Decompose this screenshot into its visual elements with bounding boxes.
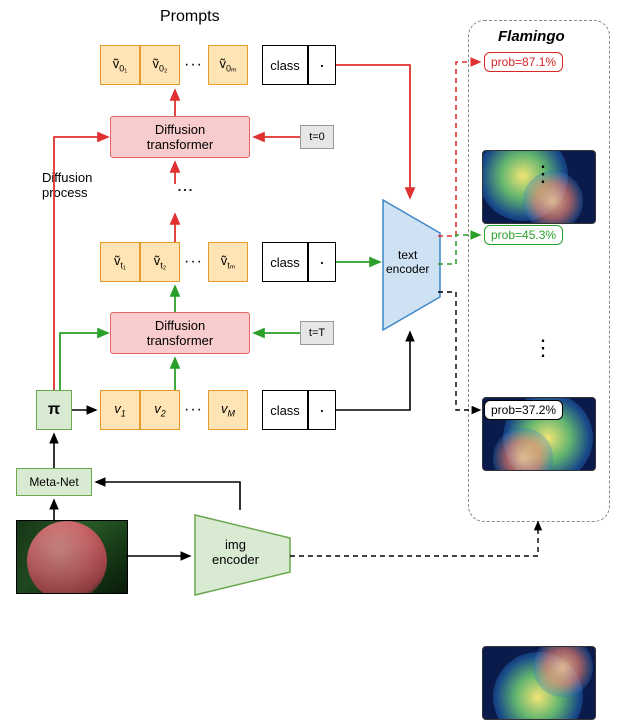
dot-top: · [308, 45, 336, 85]
token-top-1: ṽ0₁ [100, 45, 140, 85]
diffusion-process-label: Diffusion process [42, 170, 112, 200]
token-mid-1: ṽt₁ [100, 242, 140, 282]
class-mid: class [262, 242, 308, 282]
t0-box: t=0 [300, 125, 334, 149]
input-image [16, 520, 128, 594]
dots-top: ··· [184, 56, 203, 74]
token-mid-2: ṽt₂ [140, 242, 180, 282]
dot-bot: · [308, 390, 336, 430]
img-encoder-label: img encoder [212, 537, 259, 567]
diffusion-transformer-top: Diffusion transformer [110, 116, 250, 158]
prompts-title: Prompts [160, 8, 220, 26]
diffusion-transformer-bot: Diffusion transformer [110, 312, 250, 354]
prob-3: prob=37.2% [484, 400, 563, 420]
dot-mid: · [308, 242, 336, 282]
tT-box: t=T [300, 321, 334, 345]
class-bot: class [262, 390, 308, 430]
metanet-box: Meta-Net [16, 468, 92, 496]
token-top-m: ṽ0ₘ [208, 45, 248, 85]
token-bot-2: v2 [140, 390, 180, 430]
token-top-2: ṽ0₂ [140, 45, 180, 85]
prob-2: prob=45.3% [484, 225, 563, 245]
heatmap-3 [482, 646, 596, 720]
dots-mid: ··· [184, 253, 203, 271]
pi-box: π [36, 390, 72, 430]
results-title: Flamingo [498, 28, 565, 45]
vdots-results-2: ⋮ [532, 344, 555, 352]
class-top: class [262, 45, 308, 85]
token-bot-1: v1 [100, 390, 140, 430]
dots-bot: ··· [184, 401, 203, 419]
token-mid-m: ṽtₘ [208, 242, 248, 282]
vdots-mid: ⋮ [175, 182, 194, 196]
prob-1: prob=87.1% [484, 52, 563, 72]
token-bot-m: vM [208, 390, 248, 430]
vdots-results-1: ⋮ [532, 170, 555, 178]
text-encoder-label: text encoder [386, 248, 429, 276]
